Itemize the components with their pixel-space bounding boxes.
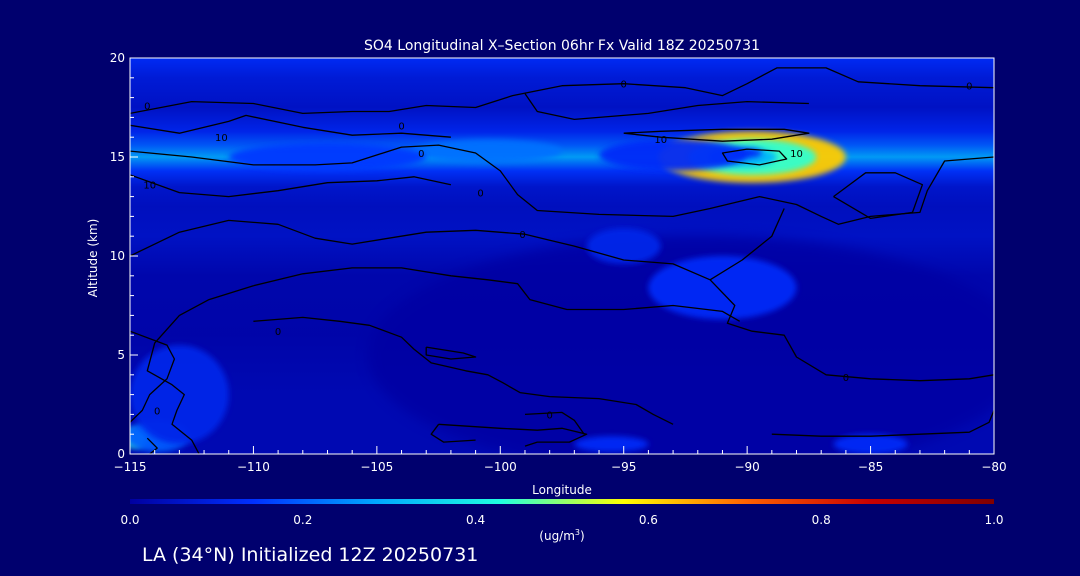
contour-label: 10: [143, 181, 156, 192]
contour-line: [130, 174, 452, 198]
contour-label: 10: [215, 133, 228, 144]
contour-line: [130, 67, 994, 115]
contour-line: [130, 330, 176, 423]
contour-line: [623, 128, 810, 142]
x-axis: −115 −110 −105 −100 −95 −90 −85 −80: [114, 446, 1007, 474]
contour-line: [524, 411, 585, 435]
contour-line: [130, 219, 994, 382]
y-tick-label: 10: [110, 249, 125, 263]
low-concentration-region: [367, 235, 994, 454]
contour-label: 0: [546, 410, 552, 421]
x-tick-label: −95: [611, 460, 636, 474]
contour-line: [771, 410, 994, 437]
contour-line: [253, 316, 674, 425]
contour-line: [721, 148, 788, 166]
colorbar-strip: [130, 499, 994, 504]
concentration-bands: [130, 58, 994, 454]
colorbar-ticks: 0.0 0.2 0.4 0.6 0.8 1.0: [120, 513, 1003, 527]
concentration-hotspots: [130, 131, 908, 454]
contour-label: 10: [790, 149, 803, 160]
contour-line: [253, 267, 741, 322]
colorbar-tick-label: 0.0: [120, 513, 139, 527]
x-tick-label: −115: [114, 460, 147, 474]
contour-lines: [130, 67, 994, 454]
contour-label: 0: [275, 327, 281, 338]
concentration-hotspot: [648, 256, 797, 320]
contour-line: [146, 437, 158, 454]
contour-line: [438, 423, 588, 447]
contour-label: 0: [144, 102, 150, 113]
concentration-hotspot: [586, 228, 661, 264]
contour-line: [146, 285, 254, 454]
contour-line: [425, 346, 477, 360]
colorbar-tick-label: 0.2: [293, 513, 312, 527]
contour-label: 0: [154, 406, 160, 417]
concentration-hotspot: [413, 139, 562, 163]
x-tick-label: −85: [858, 460, 883, 474]
colorbar-tick-label: 1.0: [984, 513, 1003, 527]
colorbar-tick-label: 0.4: [466, 513, 485, 527]
chart-title: SO4 Longitudinal X–Section 06hr Fx Valid…: [364, 38, 760, 54]
contour-labels: 0 0 0 10 10 0 0 0 0 10 10 0 0 0 0: [143, 80, 972, 422]
concentration-hotspot: [833, 434, 908, 454]
colorbar-tick-label: 0.8: [812, 513, 831, 527]
colorbar-tick-label: 0.6: [639, 513, 658, 527]
colorbar: 0.0 0.2 0.4 0.6 0.8 1.0 (ug/m3): [120, 499, 1004, 543]
contour-line: [130, 114, 451, 138]
colorbar-unit: (ug/m3): [539, 528, 584, 543]
contour-label: 0: [398, 121, 404, 132]
y-axis-label: Altitude (km): [86, 219, 100, 298]
contour-label: 0: [519, 230, 525, 241]
contour-label: 0: [477, 189, 483, 200]
y-tick-label: 15: [110, 150, 125, 164]
contour-line: [833, 172, 924, 220]
x-tick-label: −110: [237, 460, 270, 474]
y-tick-label: 0: [117, 447, 125, 461]
contour-label: 0: [621, 80, 627, 91]
concentration-hotspot: [228, 143, 427, 171]
concentration-hotspot: [574, 436, 649, 453]
concentration-hotspot: [130, 345, 229, 445]
contour-label: 0: [843, 373, 849, 384]
y-axis: 0 5 10 15 20: [110, 51, 138, 461]
contour-label: 0: [966, 82, 972, 93]
contour-line: [524, 93, 809, 121]
footer-location-text: LA (34°N) Initialized 12Z 20250731: [142, 544, 478, 566]
contour-line: [130, 144, 994, 225]
contour-label: 0: [418, 149, 424, 160]
x-tick-label: −100: [484, 460, 517, 474]
contour-line: [709, 208, 785, 281]
concentration-hotspot: [599, 139, 748, 171]
plot-area: 0 0 0 10 10 0 0 0 0 10 10 0 0 0 0: [129, 57, 995, 455]
x-tick-label: −90: [734, 460, 759, 474]
contour-label: 10: [654, 135, 667, 146]
x-tick-label: −105: [360, 460, 393, 474]
x-axis-label: Longitude: [532, 483, 592, 497]
x-tick-label: −80: [981, 460, 1006, 474]
contour-line: [430, 423, 476, 443]
y-tick-label: 20: [110, 51, 125, 65]
y-tick-label: 5: [117, 348, 125, 362]
